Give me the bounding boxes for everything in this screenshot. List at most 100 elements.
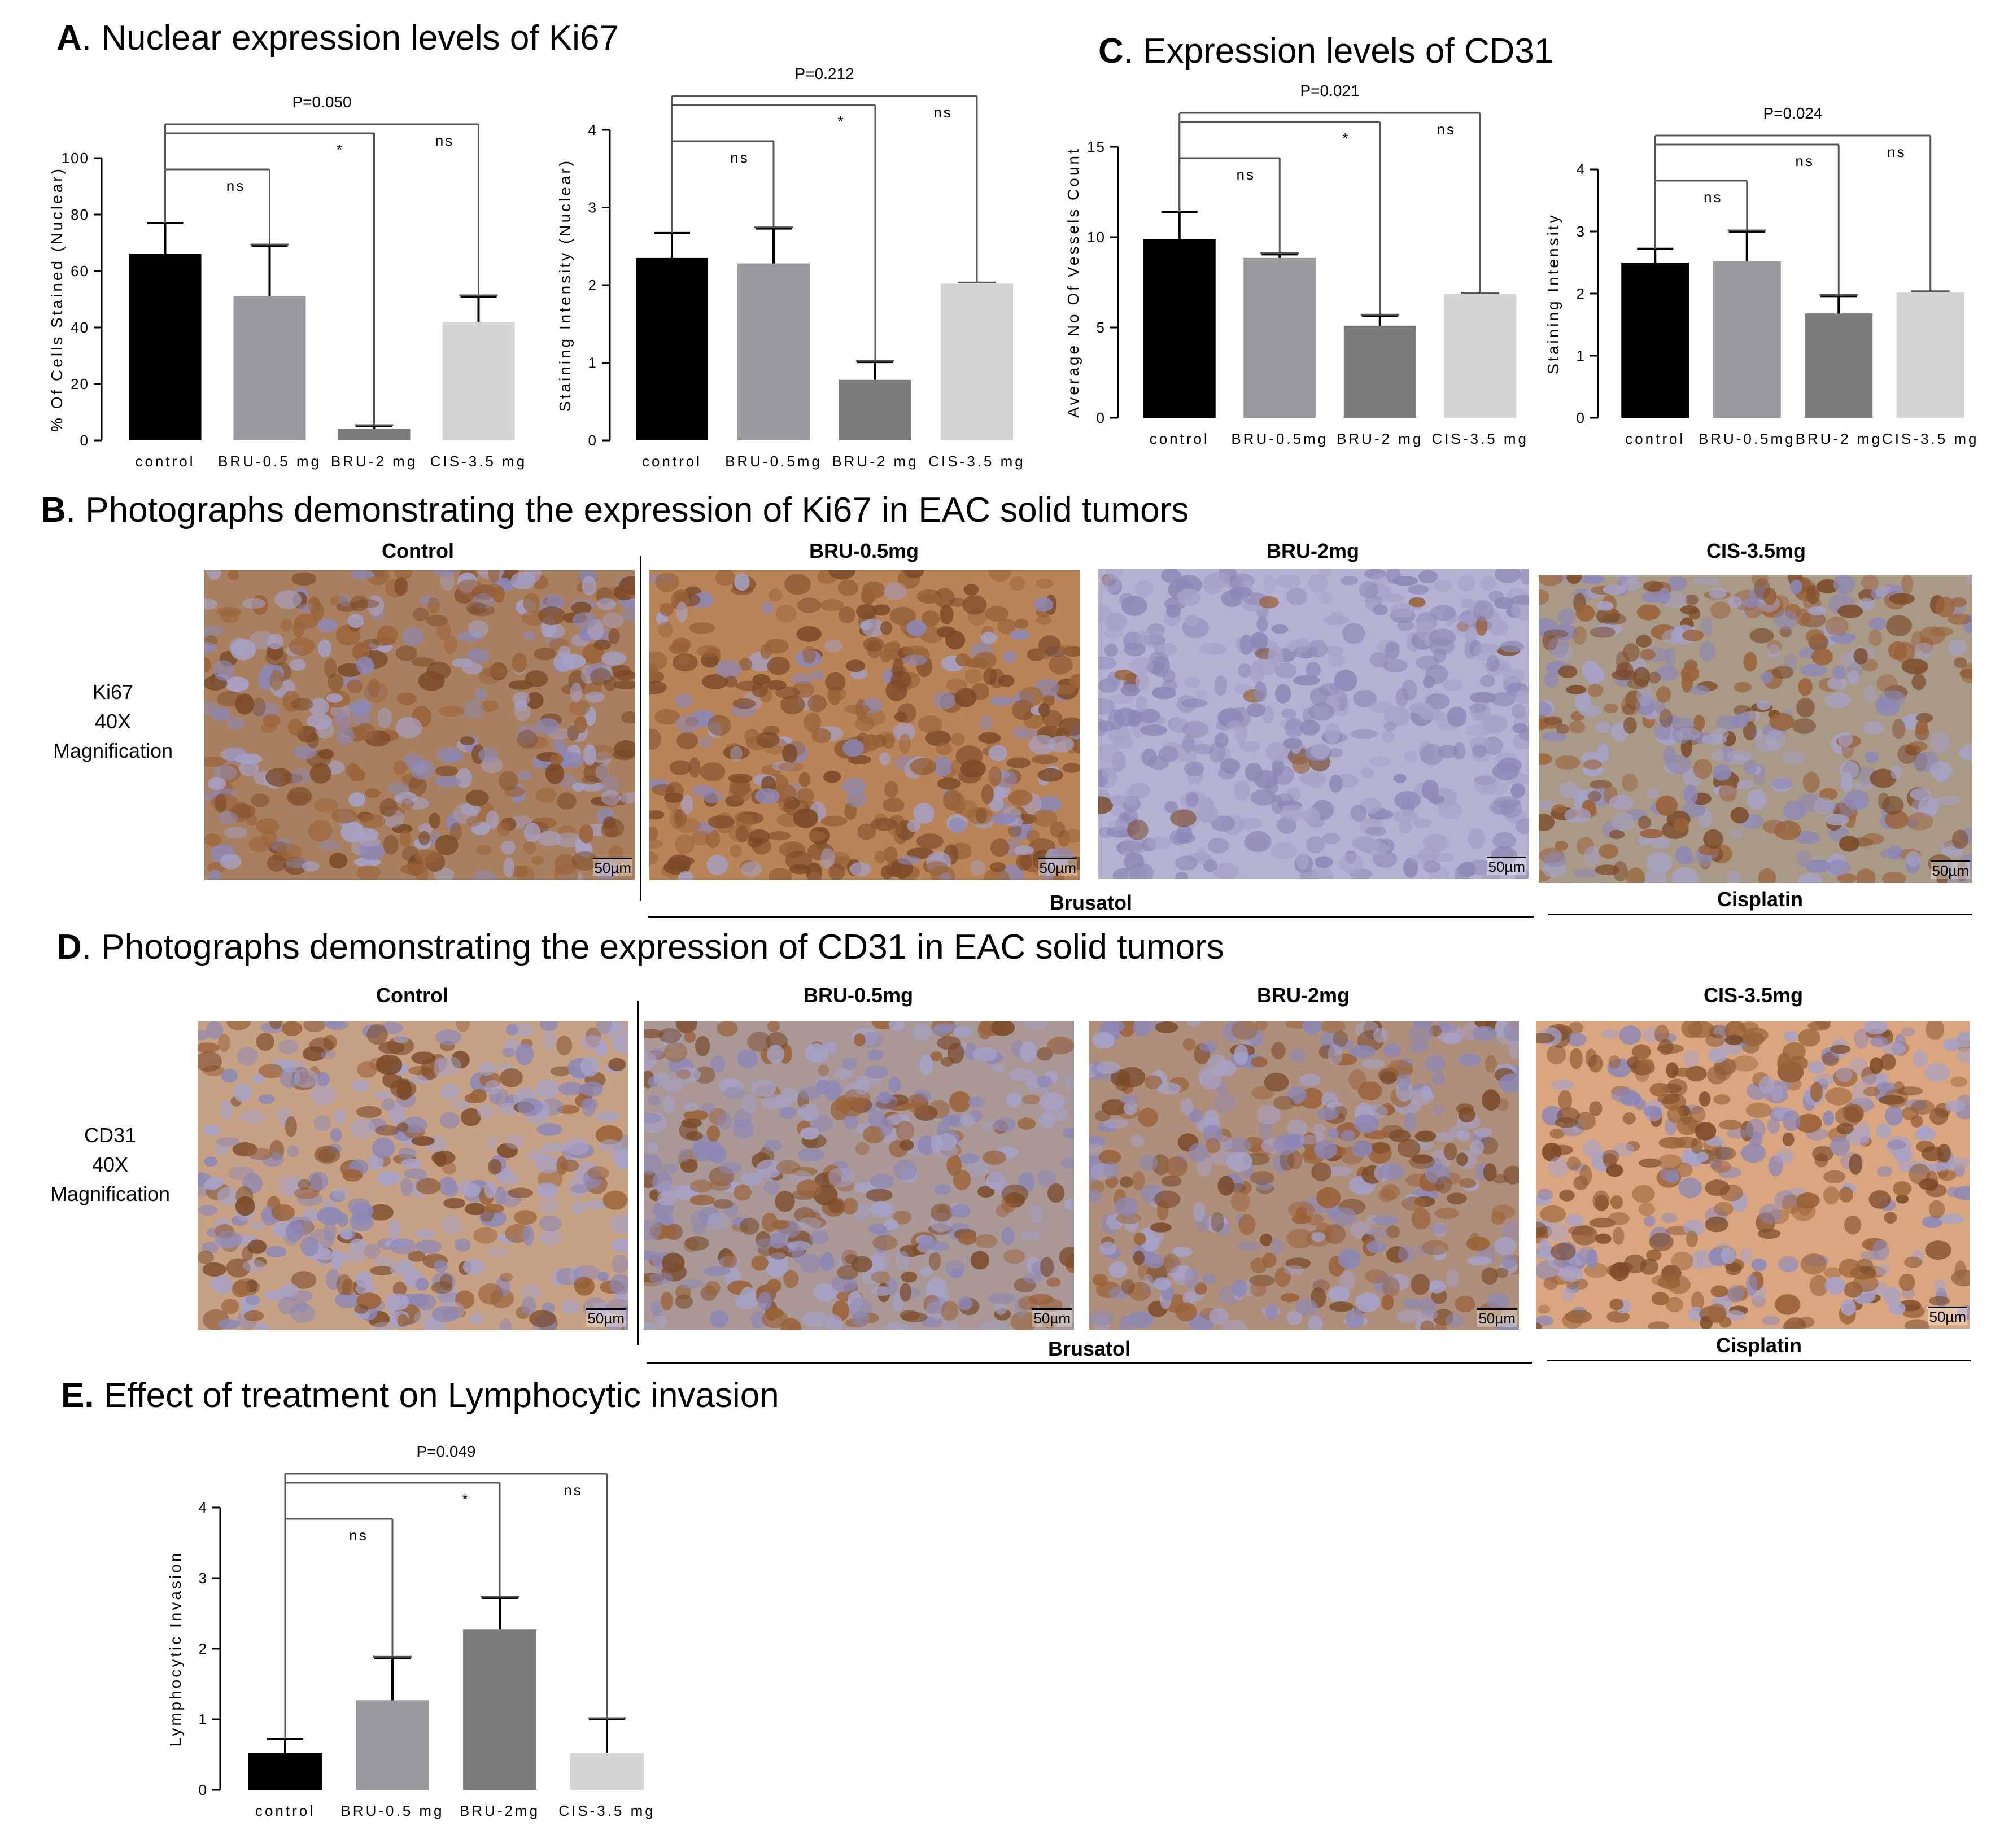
cell-nucleus (730, 746, 743, 762)
cell-nucleus (465, 1093, 480, 1104)
cell-nucleus (1933, 1279, 1946, 1293)
cell-nucleus (477, 1061, 496, 1076)
cell-nucleus (1502, 668, 1525, 684)
cell-nucleus (396, 692, 417, 705)
cell-nucleus (601, 651, 627, 666)
cell-nucleus (1328, 654, 1345, 667)
cell-nucleus (1675, 846, 1693, 864)
cell-nucleus (315, 720, 335, 739)
cell-nucleus (536, 1182, 558, 1198)
cell-nucleus (267, 854, 286, 872)
significance-label: ns (564, 1482, 582, 1499)
heading-e-text: Effect of treatment on Lymphocytic invas… (94, 1376, 779, 1415)
cd31-magnification-value: 40X (91, 1153, 129, 1176)
cell-nucleus (1383, 1043, 1402, 1058)
cell-nucleus (1138, 1260, 1150, 1281)
cell-nucleus (572, 612, 597, 628)
cell-nucleus (919, 593, 941, 604)
cell-nucleus (1771, 777, 1793, 789)
cell-nucleus (1321, 1092, 1338, 1107)
cell-nucleus (698, 736, 713, 748)
y-tick-label: 0 (1577, 409, 1586, 426)
cell-nucleus (1442, 1033, 1461, 1044)
cell-nucleus (619, 576, 635, 595)
cell-nucleus (797, 597, 821, 613)
cell-nucleus (1681, 1021, 1703, 1038)
cell-nucleus (1805, 859, 1831, 873)
cell-nucleus (1092, 1032, 1115, 1049)
cell-nucleus (1573, 626, 1587, 645)
cell-nucleus (1255, 1021, 1268, 1031)
bar (1444, 294, 1517, 418)
cell-nucleus (336, 1274, 352, 1295)
cell-nucleus (221, 1299, 239, 1314)
cell-nucleus (901, 1271, 918, 1283)
cell-nucleus (912, 1023, 931, 1041)
cell-nucleus (1003, 1249, 1025, 1264)
cell-nucleus (933, 692, 955, 710)
cell-nucleus (1019, 1041, 1037, 1063)
x-tick-label: CIS-3.5 mg (430, 453, 527, 470)
cell-nucleus (1827, 676, 1847, 691)
x-tick-label: BRU-0.5 mg (340, 1802, 444, 1819)
cell-nucleus (335, 711, 351, 728)
cell-nucleus (1154, 1190, 1181, 1208)
cell-nucleus (1536, 1033, 1555, 1044)
cell-nucleus (963, 584, 979, 596)
cell-nucleus (1643, 580, 1664, 592)
cell-nucleus (740, 862, 762, 877)
ki67-photo-cis: 50µm (1539, 575, 1972, 883)
cell-nucleus (1782, 1132, 1795, 1147)
cell-nucleus (797, 788, 814, 803)
cell-nucleus (1184, 1267, 1199, 1289)
cell-nucleus (649, 810, 665, 820)
cell-nucleus (1597, 742, 1609, 763)
cell-nucleus (767, 656, 790, 675)
cell-nucleus (1555, 1117, 1578, 1128)
cell-nucleus (1299, 719, 1320, 736)
cell-nucleus (1039, 1092, 1066, 1111)
y-axis-label: Average No Of Vessels Count (1064, 147, 1082, 417)
cell-nucleus (1913, 1050, 1928, 1068)
cell-nucleus (535, 1079, 560, 1099)
cell-nucleus (1547, 1045, 1566, 1064)
cell-nucleus (444, 1181, 459, 1198)
cell-nucleus (866, 1189, 893, 1202)
cell-nucleus (310, 601, 324, 621)
bar (941, 283, 1013, 440)
cell-nucleus (1751, 575, 1769, 587)
cell-nucleus (888, 1021, 905, 1032)
cell-nucleus (846, 791, 867, 807)
cell-nucleus (534, 647, 556, 661)
cell-nucleus (1798, 1029, 1821, 1047)
cell-nucleus (1211, 815, 1235, 832)
bar (463, 1629, 536, 1790)
cell-nucleus (728, 774, 753, 784)
cell-nucleus (1851, 1081, 1872, 1103)
cell-nucleus (675, 1294, 693, 1309)
cell-nucleus (1935, 596, 1955, 618)
cell-nucleus (1655, 795, 1678, 816)
cell-nucleus (401, 798, 414, 810)
cell-nucleus (313, 797, 338, 813)
cell-nucleus (717, 1021, 738, 1037)
cell-nucleus (1957, 1305, 1970, 1321)
cell-nucleus (1433, 580, 1452, 592)
cell-nucleus (783, 1270, 799, 1288)
cell-nucleus (661, 1252, 685, 1273)
cell-nucleus (342, 1169, 363, 1182)
cell-nucleus (1922, 1216, 1942, 1228)
cell-nucleus (471, 822, 490, 836)
cell-nucleus (1740, 1247, 1753, 1264)
cell-nucleus (1470, 702, 1487, 721)
cell-nucleus (269, 1021, 283, 1029)
cell-nucleus (1328, 1128, 1339, 1139)
significance-label: ns (1796, 152, 1814, 169)
cell-nucleus (1103, 627, 1123, 639)
cell-nucleus (473, 870, 496, 880)
cell-nucleus (1640, 649, 1656, 661)
cell-nucleus (1285, 1257, 1311, 1269)
cell-nucleus (381, 1098, 395, 1111)
cell-nucleus (1590, 627, 1616, 638)
cell-nucleus (1885, 1106, 1903, 1126)
